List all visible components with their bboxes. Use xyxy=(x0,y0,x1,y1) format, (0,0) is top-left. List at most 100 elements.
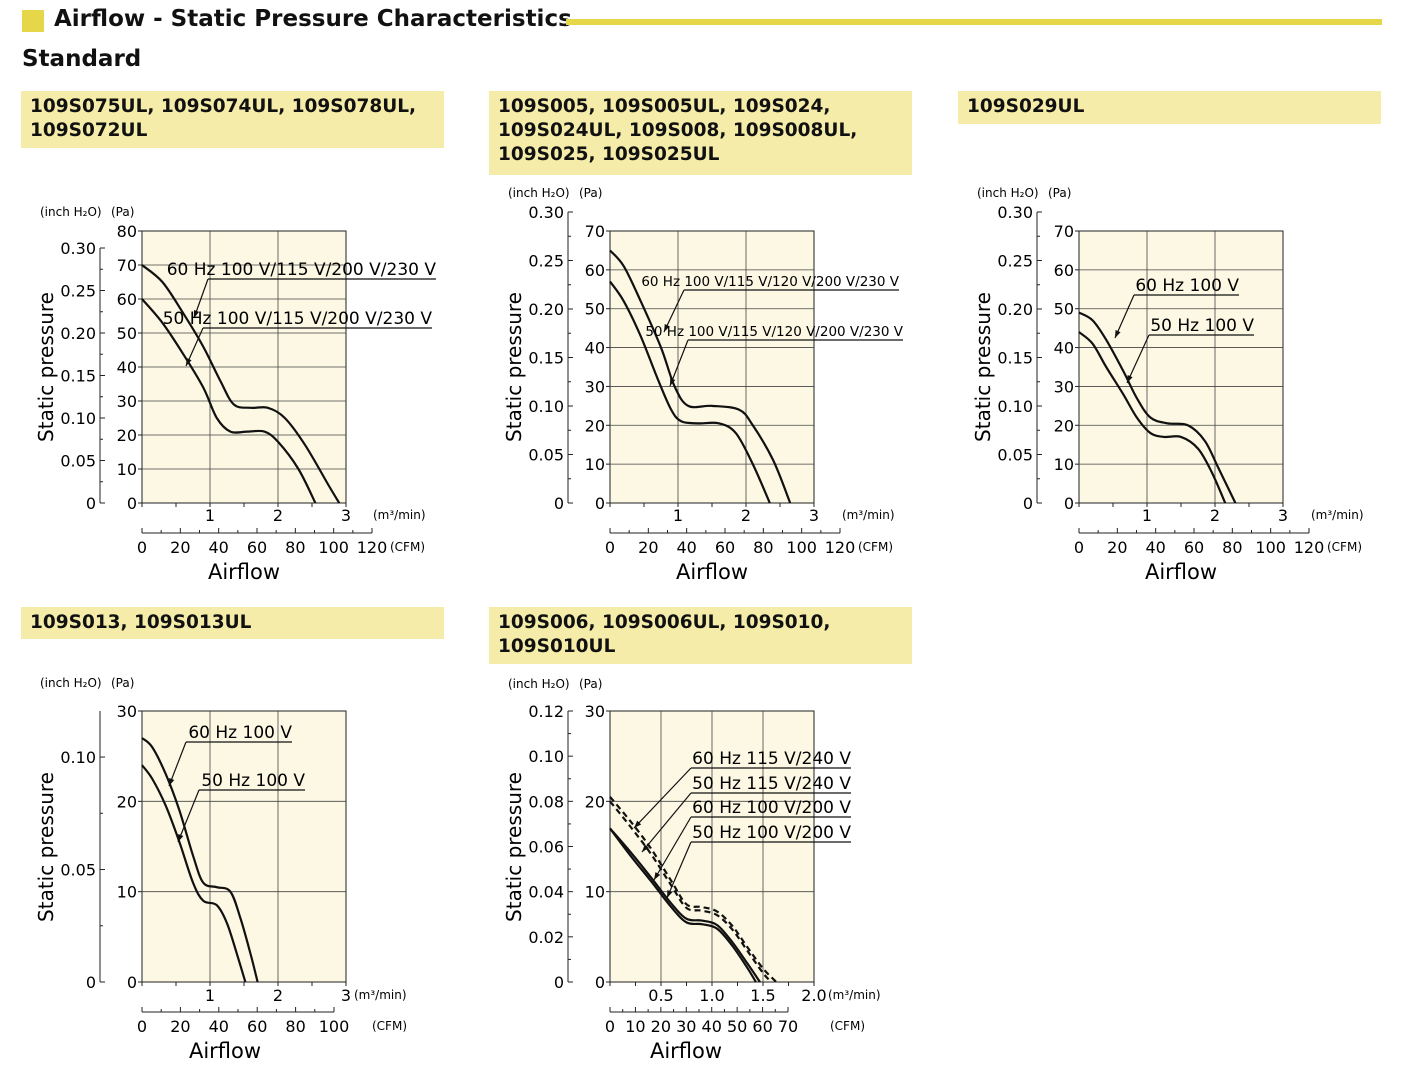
series-label: 50 Hz 100 V xyxy=(1150,316,1254,336)
cfm-tick-label: 40 xyxy=(208,538,228,557)
m3-unit-label: (m³/min) xyxy=(373,508,426,522)
inch-tick-label: 0.05 xyxy=(997,446,1033,465)
arrowhead xyxy=(186,358,192,366)
series-leader-line xyxy=(633,767,692,829)
m3-tick-label: 3 xyxy=(341,986,351,1005)
inch-tick-label: 0.25 xyxy=(60,282,96,301)
pa-tick-label: 60 xyxy=(585,261,605,280)
cfm-unit-label: (CFM) xyxy=(372,1019,407,1033)
series-leader-line xyxy=(177,789,200,843)
y-axis-title: Static pressure xyxy=(502,292,526,442)
cfm-tick-label: 40 xyxy=(676,538,696,557)
pa-tick-label: 50 xyxy=(1054,300,1074,319)
m3-tick-label: 2.0 xyxy=(801,986,826,1005)
inch-tick-label: 0.30 xyxy=(60,239,96,258)
arrowhead xyxy=(178,834,184,842)
m3-unit-label: (m³/min) xyxy=(828,988,881,1002)
pa-tick-label: 30 xyxy=(117,702,137,721)
cfm-unit-label: (CFM) xyxy=(390,540,425,554)
page-title: Airflow - Static Pressure Characteristic… xyxy=(54,6,572,32)
inch-tick-label: 0.10 xyxy=(60,748,96,767)
header-rule xyxy=(566,19,1382,25)
arrowhead xyxy=(654,872,661,880)
pa-tick-label: 0 xyxy=(595,973,605,992)
cfm-unit-label: (CFM) xyxy=(1327,540,1362,554)
pa-tick-label: 40 xyxy=(1054,339,1074,358)
series-leader-line xyxy=(663,289,685,333)
pa-tick-label: 30 xyxy=(585,377,605,396)
inch-tick-label: 0.20 xyxy=(997,300,1033,319)
inch-tick-label: 0 xyxy=(554,494,564,513)
pa-tick-label: 10 xyxy=(117,460,137,479)
series-label: 60 Hz 115 V/240 V xyxy=(692,749,851,769)
cfm-tick-label: 40 xyxy=(209,1017,229,1036)
inch-tick-label: 0 xyxy=(554,973,564,992)
pa-tick-label: 70 xyxy=(585,222,605,241)
series-label: 60 Hz 100 V/115 V/200 V/230 V xyxy=(167,260,437,280)
x-axis-title: Airflow xyxy=(676,560,748,584)
series-label: 60 Hz 100 V xyxy=(188,723,292,743)
cfm-tick-label: 80 xyxy=(285,538,305,557)
m3-unit-label: (m³/min) xyxy=(842,508,895,522)
cfm-tick-label: 60 xyxy=(247,1017,267,1036)
cfm-tick-label: 80 xyxy=(285,1017,305,1036)
plot-area xyxy=(1078,230,1284,504)
pa-tick-label: 0 xyxy=(1064,494,1074,513)
arrowhead xyxy=(634,820,642,828)
series-line xyxy=(609,796,778,983)
inch-tick-label: 0.04 xyxy=(528,883,564,902)
cfm-tick-label: 40 xyxy=(702,1017,722,1036)
inch-unit-label: (inch H₂O) xyxy=(40,205,102,219)
pa-tick-label: 20 xyxy=(1054,416,1074,435)
m3-tick-label: 2 xyxy=(1210,506,1220,525)
pa-tick-label: 60 xyxy=(1054,261,1074,280)
inch-tick-label: 0.05 xyxy=(528,446,564,465)
cfm-tick-label: 20 xyxy=(638,538,658,557)
model-list-3: 109S029UL xyxy=(958,91,1381,124)
header-marker-square xyxy=(22,10,44,32)
inch-tick-label: 0 xyxy=(86,494,96,513)
cfm-tick-label: 60 xyxy=(752,1017,772,1036)
pa-tick-label: 0 xyxy=(127,494,137,513)
pa-tick-label: 70 xyxy=(117,256,137,275)
inch-tick-label: 0.20 xyxy=(60,324,96,343)
pa-tick-label: 0 xyxy=(127,973,137,992)
m3-tick-label: 1.5 xyxy=(750,986,775,1005)
inch-tick-label: 0.02 xyxy=(528,928,564,947)
y-axis-title: Static pressure xyxy=(34,772,58,922)
series-leader-line xyxy=(666,841,692,899)
pa-tick-label: 20 xyxy=(585,416,605,435)
arrowhead xyxy=(169,778,175,786)
inch-tick-label: 0.10 xyxy=(528,747,564,766)
cfm-tick-label: 60 xyxy=(1184,538,1204,557)
m3-tick-label: 3 xyxy=(809,506,819,525)
inch-unit-label: (inch H₂O) xyxy=(977,186,1039,200)
m3-tick-label: 1 xyxy=(673,506,683,525)
series-line xyxy=(141,264,341,504)
series-line xyxy=(141,298,317,504)
m3-tick-label: 1 xyxy=(205,986,215,1005)
pa-tick-label: 30 xyxy=(1054,377,1074,396)
inch-tick-label: 0 xyxy=(1023,494,1033,513)
inch-tick-label: 0.15 xyxy=(997,349,1033,368)
cfm-tick-label: 20 xyxy=(651,1017,671,1036)
cfm-unit-label: (CFM) xyxy=(858,540,893,554)
cfm-tick-label: 60 xyxy=(247,538,267,557)
pa-tick-label: 20 xyxy=(117,792,137,811)
cfm-tick-label: 100 xyxy=(319,1017,350,1036)
series-leader-line xyxy=(1114,294,1135,339)
pa-tick-label: 10 xyxy=(117,883,137,902)
m3-tick-label: 1 xyxy=(205,506,215,525)
series-line xyxy=(1078,311,1237,504)
pa-tick-label: 10 xyxy=(1054,455,1074,474)
cfm-tick-label: 50 xyxy=(727,1017,747,1036)
cfm-tick-label: 0 xyxy=(137,538,147,557)
m3-tick-label: 2 xyxy=(741,506,751,525)
inch-tick-label: 0.10 xyxy=(528,397,564,416)
cfm-tick-label: 20 xyxy=(1107,538,1127,557)
pa-tick-label: 30 xyxy=(117,392,137,411)
